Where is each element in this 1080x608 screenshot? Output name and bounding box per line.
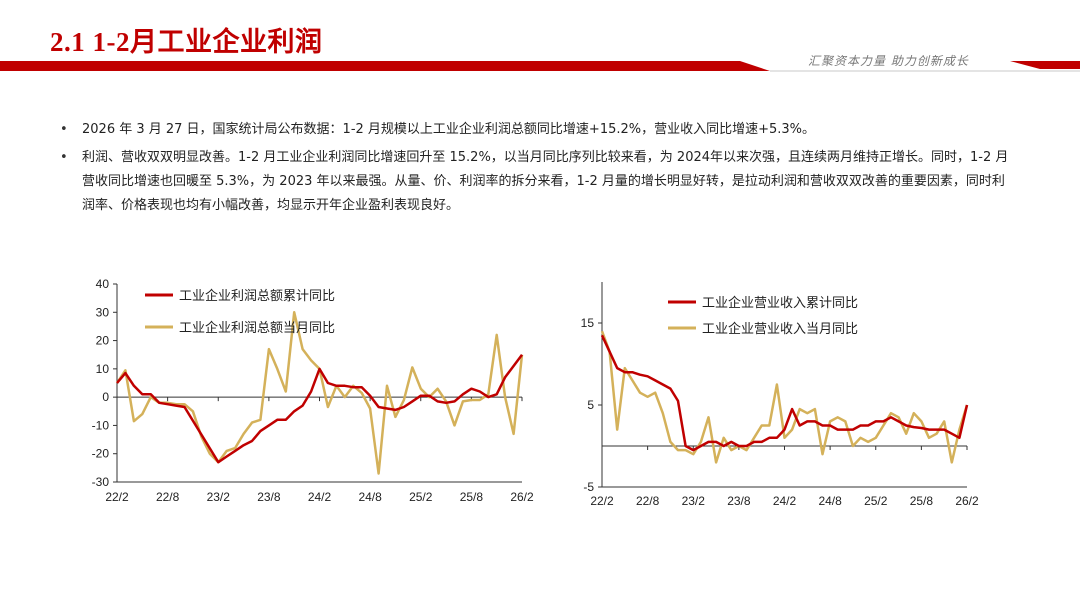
y-tick-label: 20 [96,334,110,348]
x-tick-label: 25/2 [409,490,433,504]
y-tick-label: 40 [96,277,110,291]
series-line-1 [115,311,524,475]
series-line-1 [600,330,969,464]
bullet-item: 利润、营收双双明显改善。1-2 月工业企业利润同比增速回升至 15.2%，以当月… [60,146,1015,218]
x-tick-label: 25/2 [864,494,888,508]
y-tick-label: 30 [96,305,110,319]
x-tick-label: 24/8 [818,494,842,508]
header-red-band-left [0,61,770,71]
series-line-0 [116,353,524,464]
header-red-band-right [1010,61,1080,69]
y-tick-label: 15 [581,316,595,330]
y-tick-label: -5 [583,480,594,494]
legend-label-0: 工业企业利润总额累计同比 [179,288,335,303]
x-tick-label: 26/2 [510,490,534,504]
y-tick-label: 5 [587,398,594,412]
x-tick-label: 23/8 [727,494,751,508]
x-tick-label: 23/2 [682,494,706,508]
y-tick-label: -10 [92,418,110,432]
x-tick-label: 24/2 [773,494,797,508]
y-tick-label: 10 [96,362,110,376]
x-tick-label: 22/8 [156,490,180,504]
legend-label-1: 工业企业营业收入当月同比 [702,321,858,336]
legend-label-0: 工业企业营业收入累计同比 [702,295,858,310]
header-rule [0,61,1080,72]
y-tick-label: -30 [92,475,110,489]
series-line-0 [600,334,969,452]
page-title: 2.1 1-2月工业企业利润 [50,27,323,57]
slogan: 汇聚资本力量 助力创新成长 [808,54,969,68]
x-tick-label: 25/8 [460,490,484,504]
y-tick-label: 0 [102,390,109,404]
revenue-chart: -5 5 15 22/2 22/8 23/2 23/8 24/2 24/8 25/2 25/8 26/… [581,282,979,508]
x-tick-label: 22/8 [636,494,660,508]
legend-label-1: 工业企业利润总额当月同比 [179,320,335,335]
y-tick-label: -20 [92,447,110,461]
x-tick-label: 25/8 [910,494,934,508]
bullet-list: 2026 年 3 月 27 日，国家统计局公布数据：1-2 月规模以上工业企业利… [60,118,1015,222]
x-tick-label: 22/2 [590,494,614,508]
x-tick-label: 24/8 [358,490,382,504]
bullet-item: 2026 年 3 月 27 日，国家统计局公布数据：1-2 月规模以上工业企业利… [60,118,1015,142]
x-tick-label: 26/2 [955,494,979,508]
x-tick-label: 24/2 [308,490,332,504]
profit-chart: -30 -20 -10 0 10 20 30 40 22/2 22/8 23/2 23/8 24/2 24… [92,277,534,504]
x-tick-label: 23/8 [257,490,281,504]
x-tick-label: 23/2 [207,490,231,504]
x-tick-label: 22/2 [105,490,129,504]
